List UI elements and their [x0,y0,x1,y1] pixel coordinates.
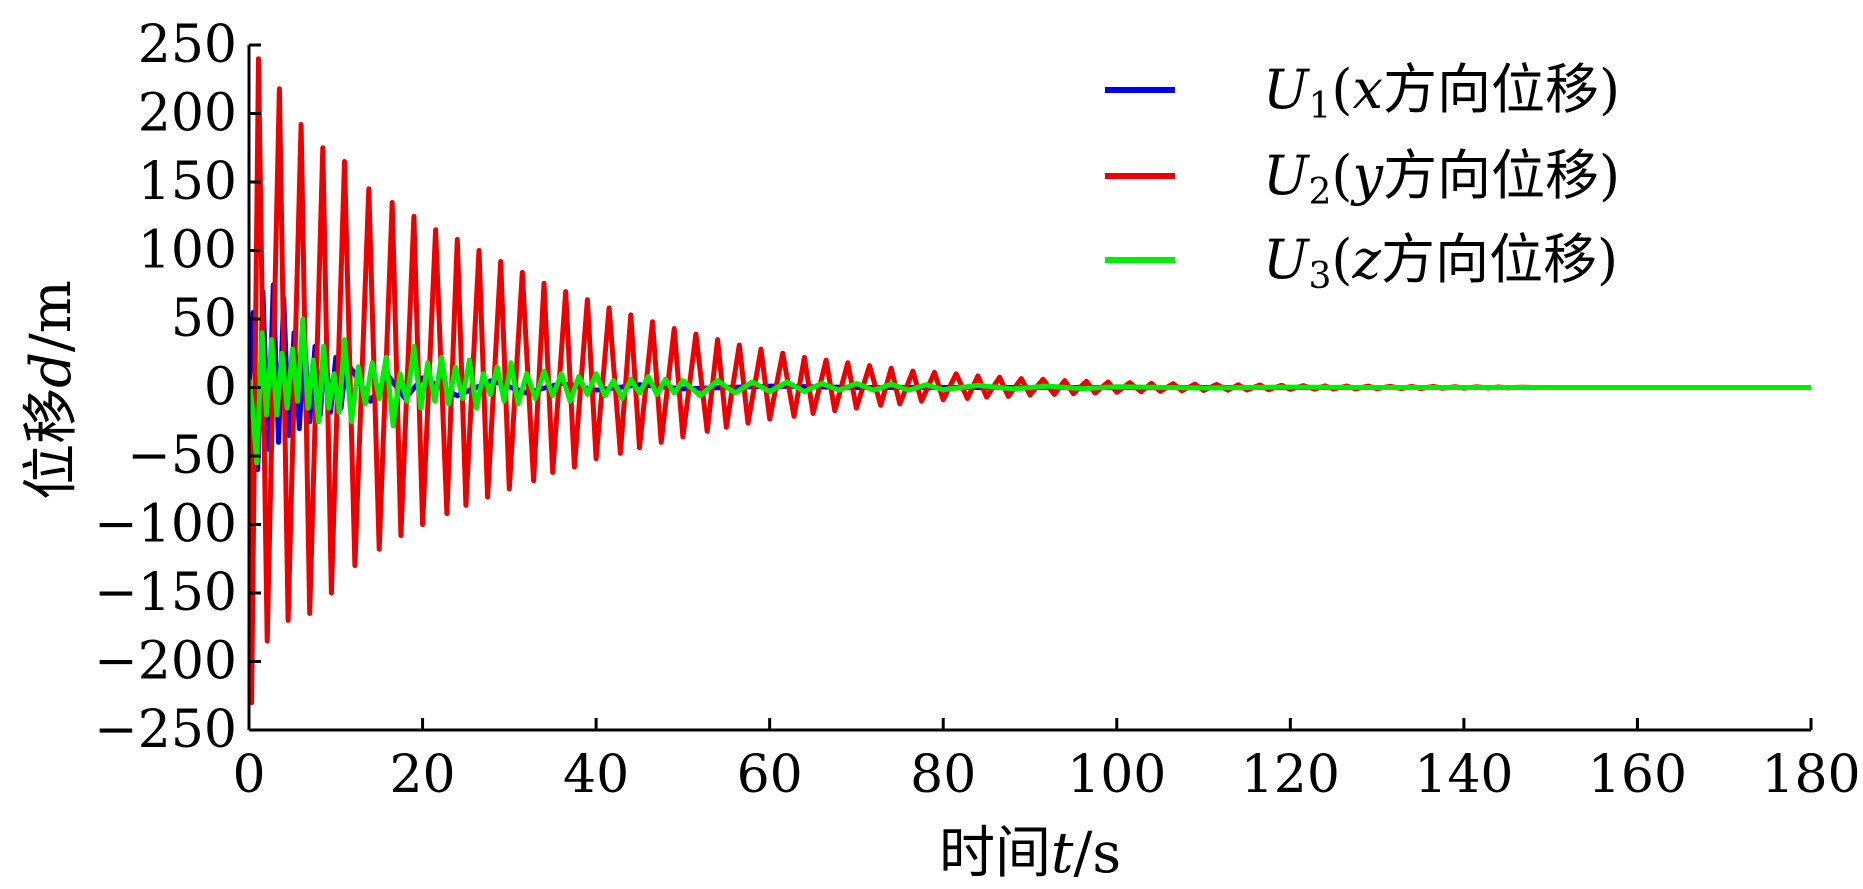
x-axis-label-var: t [1051,821,1074,886]
x-axis-label: 时间t/s [939,821,1121,886]
y-tick-label: 200 [138,84,237,144]
legend-u1-sub: 1 [1309,86,1332,127]
y-tick-label: −100 [94,495,237,555]
legend-u1-var: x [1353,58,1383,121]
y-tick-label: −200 [94,632,237,692]
legend-u2-var: y [1351,144,1385,207]
legend-u3-prefix: U [1263,228,1310,291]
y-tick-label: 50 [171,289,237,349]
x-tick-label: 60 [737,745,803,805]
legend-u2-sub: 2 [1309,172,1332,213]
x-tick-label: 40 [563,745,629,805]
x-tick-label: 100 [1067,745,1166,805]
y-tick-label: 150 [138,152,237,212]
x-tick-label: 0 [232,745,265,805]
y-tick-label: 0 [204,358,237,418]
y-axis-label-unit: /m [19,280,84,352]
x-tick-label: 20 [389,745,455,805]
x-tick-label: 180 [1761,745,1860,805]
legend-u1-open: ( [1331,58,1352,121]
y-tick-label: −150 [94,563,237,623]
legend-u2-close: ) [1599,144,1620,207]
x-tick-label: 80 [910,745,976,805]
legend-u3-open: ( [1331,228,1352,291]
legend-label-u1: U1(x方向位移) [1263,58,1620,127]
legend-u3-var: z [1352,228,1382,291]
legend-label-u2: U2(y方向位移) [1263,144,1620,213]
legend-u3-close: ) [1597,228,1618,291]
y-tick-label: 250 [138,15,237,75]
legend-u1-prefix: U [1263,58,1310,121]
legend-u2-open: ( [1331,144,1352,207]
x-tick-label: 160 [1588,745,1687,805]
legend-label-u3: U3(z方向位移) [1263,228,1618,297]
y-axis-label-var: d [19,352,84,388]
y-tick-label: −50 [127,426,237,486]
y-axis-label: 位移d/m [19,280,84,500]
y-axis-label-text: 位移 [19,388,84,500]
legend: U1(x方向位移) U2(y方向位移) U3(z方向位移) [1105,58,1620,297]
legend-u3-sub: 3 [1309,256,1332,297]
legend-u3-text: 方向位移 [1381,228,1597,291]
y-tick-label: 100 [138,221,237,281]
legend-u2-text: 方向位移 [1383,144,1599,207]
x-axis-label-text: 时间 [939,821,1051,886]
legend-u1-close: ) [1599,58,1620,121]
legend-u2-prefix: U [1263,144,1310,207]
series-line-u3 [249,316,1811,466]
x-tick-label: 120 [1241,745,1340,805]
legend-u1-text: 方向位移 [1383,58,1599,121]
x-tick-label: 140 [1414,745,1513,805]
series-layer [249,56,1811,706]
x-axis-label-unit: /s [1073,821,1121,886]
y-tick-label: −250 [94,700,237,760]
